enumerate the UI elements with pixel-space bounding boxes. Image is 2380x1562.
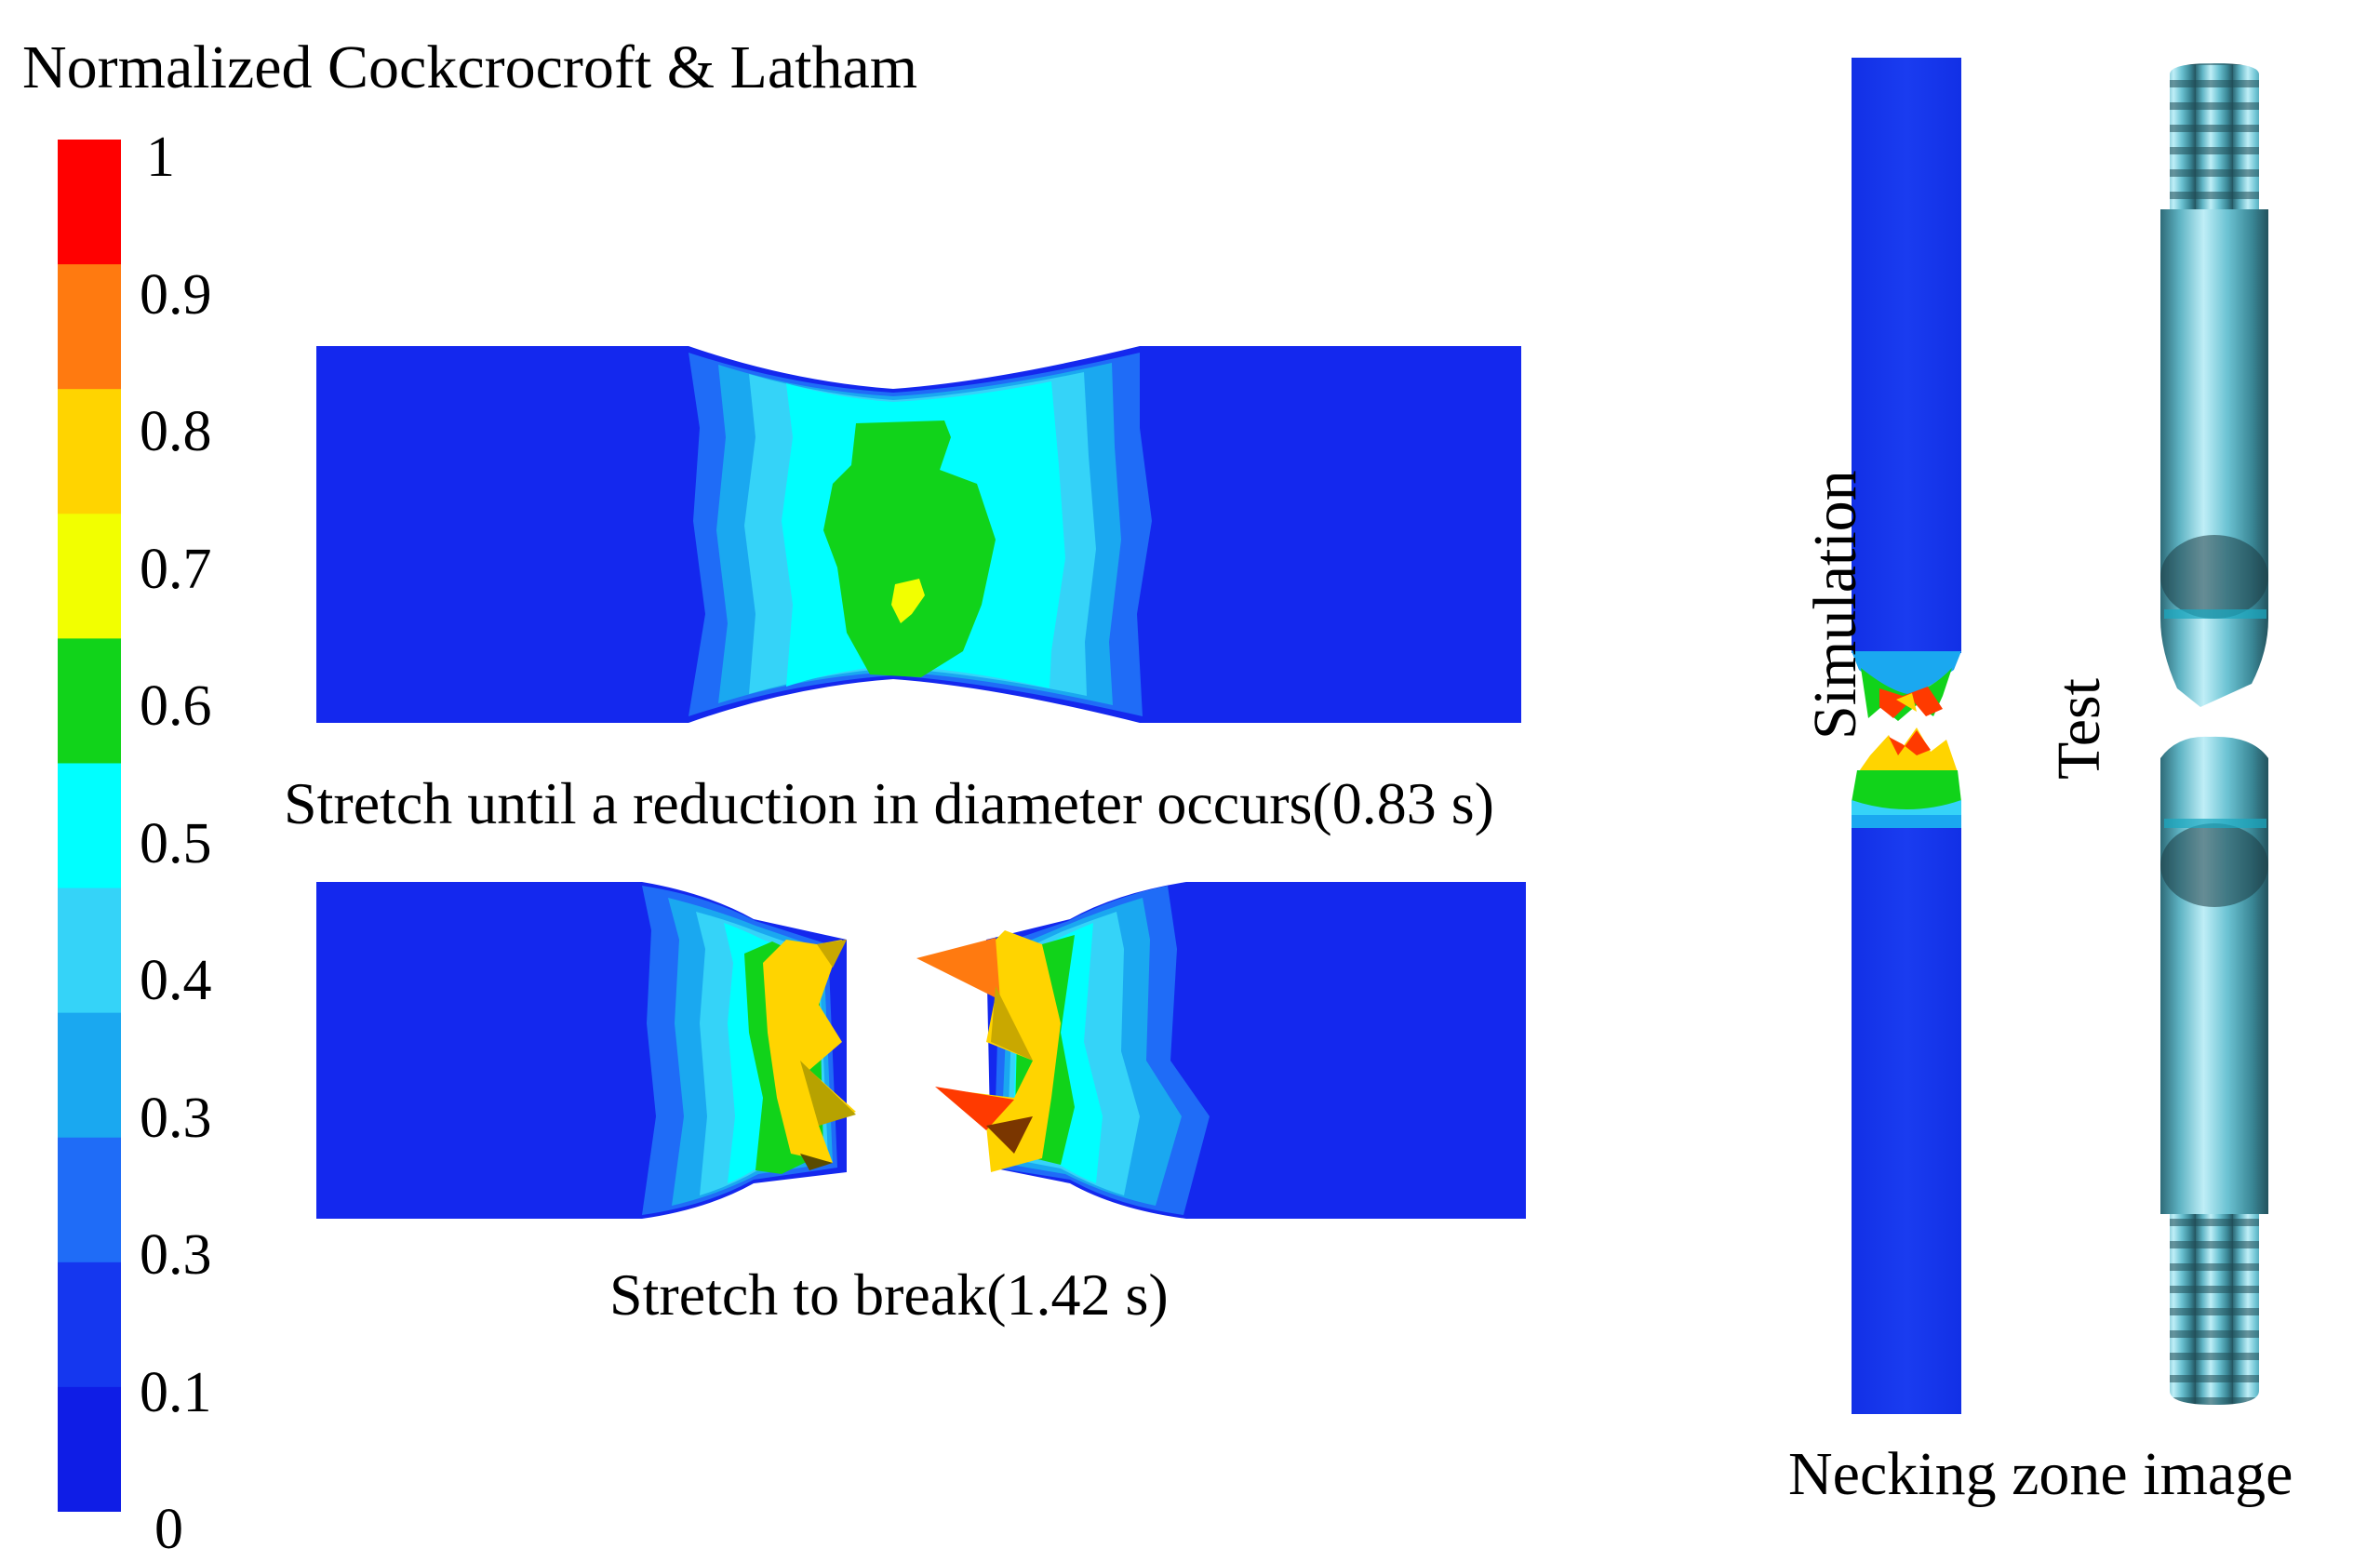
colorbar-segment (58, 264, 121, 390)
colorbar (58, 140, 121, 1512)
test-label: Test (2045, 677, 2113, 780)
colorbar-tick-label: 0 (154, 1498, 183, 1561)
simulation-bar (1852, 58, 1961, 1414)
colorbar-tick-label: 0.6 (140, 674, 212, 738)
colorbar-segment (58, 1262, 121, 1388)
fractured-specimen (316, 882, 1526, 1219)
colorbar-segment (58, 389, 121, 514)
colorbar-tick-label: 0.5 (140, 811, 212, 875)
colorbar-segment (58, 140, 121, 265)
colorbar-tick-label: 0.4 (140, 949, 212, 1012)
colorbar-segment (58, 514, 121, 639)
colorbar-tick-label: 0.7 (140, 537, 212, 601)
colorbar-segment (58, 638, 121, 764)
necking-specimen (316, 346, 1521, 723)
colorbar-tick-label: 0.8 (140, 400, 212, 463)
colorbar-tick-label: 0.1 (140, 1360, 212, 1424)
colorbar-tick-label: 0.9 (140, 262, 212, 327)
legend-title: Normalized Cockcrocroft & Latham (22, 33, 918, 101)
colorbar-tick-label: 1 (146, 126, 175, 189)
test-specimen-photo (2160, 63, 2268, 1405)
colorbar-tick-label: 0.3 (140, 1086, 212, 1150)
colorbar-tick-label: 0.3 (140, 1223, 212, 1287)
break-caption: Stretch to break(1.42 s) (609, 1262, 1169, 1328)
necking-zone-caption: Necking zone image (1788, 1440, 2293, 1508)
colorbar-segment (58, 1137, 121, 1263)
colorbar-segment (58, 1012, 121, 1139)
necking-caption: Stretch until a reduction in diameter oc… (284, 770, 1494, 836)
colorbar-segment (58, 1386, 121, 1512)
colorbar-segment (58, 888, 121, 1014)
colorbar-segment (58, 763, 121, 889)
simulation-label: Simulation (1801, 470, 1869, 740)
